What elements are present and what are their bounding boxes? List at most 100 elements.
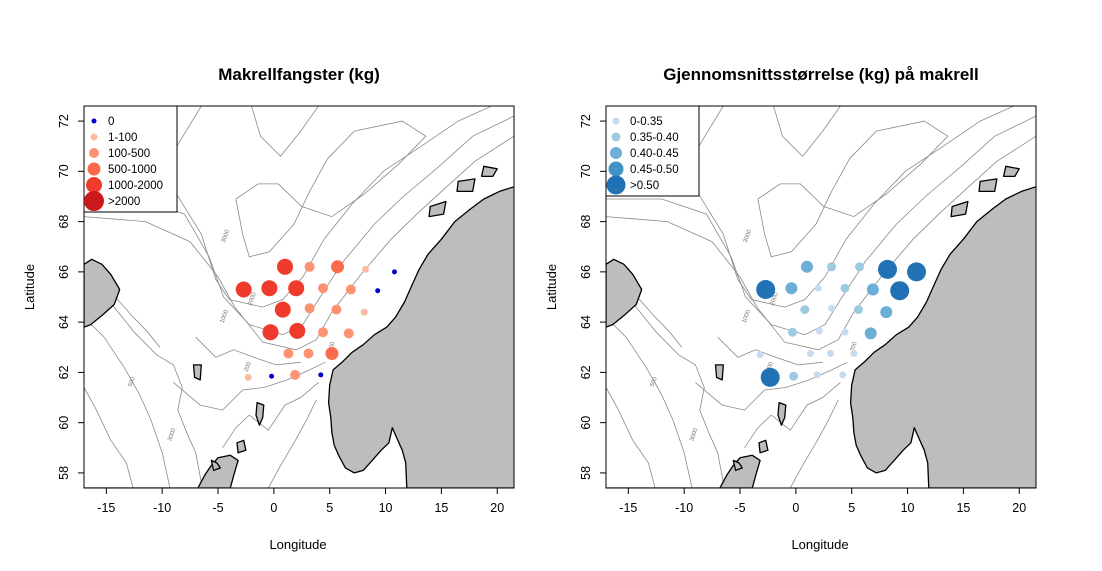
legend-label: 0.35-0.40 [630,132,679,144]
y-tick-label: 66 [579,265,593,279]
contour-label: 2000 [248,291,258,306]
legend-swatch [84,191,104,211]
data-point [283,348,294,359]
data-point [801,260,813,273]
y-tick-label: 58 [57,466,71,480]
depth-contour [606,316,693,488]
data-point [800,305,810,315]
contour-label: 3000 [689,427,699,442]
map-area: 3000 2000 1000 200 500 3000 200 [84,106,514,488]
y-tick-label: 68 [579,215,593,229]
land-island [236,439,247,454]
x-tick-label: -10 [153,501,171,515]
data-point [788,327,797,337]
y-axis-label: Latitude [544,264,559,310]
data-point [864,327,877,340]
panel-catch: Makrellfangster (kg)30002000100020050030… [22,65,515,552]
data-point [785,282,798,295]
land-island [480,165,498,178]
land-scotland [84,454,239,488]
data-point [331,260,344,274]
contour-label: 3000 [221,228,231,243]
legend-swatch [611,132,621,142]
legend: 0 1-100 100-500 500-1000 1000-2000 >2000 [83,105,178,213]
legend-swatch [86,177,102,193]
y-tick-label: 60 [579,416,593,430]
x-axis-label: Longitude [791,537,848,552]
plot-frame [83,105,515,489]
contour-label: 2000 [770,291,780,306]
data-point [828,304,836,312]
legend-swatch [608,161,624,177]
depth-contour [84,291,203,488]
x-tick-label: 10 [379,501,393,515]
contour-label: 200 [328,341,337,353]
contour-label: 500 [128,376,137,388]
y-tick-label: 70 [579,164,593,178]
depth-contour [717,336,823,366]
data-point [304,303,315,314]
panel-title: Gjennomsnittsstørrelse (kg) på makrell [663,65,979,84]
land-island [1002,165,1020,178]
legend-swatch [612,117,620,125]
land-norway [327,186,514,488]
data-point [827,350,834,357]
legend-label: 500-1000 [108,164,157,176]
depth-contour [773,106,841,157]
data-point [318,372,324,378]
contour-label: 200 [766,361,775,373]
land-iceland [84,258,121,328]
contour-label: 200 [850,341,859,353]
data-point [375,288,381,294]
data-point [815,327,823,335]
data-point [360,308,368,316]
y-tick-label: 72 [57,114,71,128]
x-tick-label: 15 [434,501,448,515]
legend-label: 0.40-0.45 [630,148,679,160]
contour-label: 3000 [743,228,753,243]
legend: 0-0.35 0.35-0.40 0.40-0.45 0.45-0.50 >0.50 [605,105,700,197]
y-tick-label: 64 [579,315,593,329]
data-point [343,328,354,339]
data-point [839,371,847,379]
y-tick-label: 62 [57,365,71,379]
data-point [756,351,764,359]
data-point [827,262,837,272]
depth-contour [84,387,134,488]
contour-label: 200 [244,361,253,373]
land-scotland [606,454,761,488]
legend-label: 1000-2000 [108,180,163,192]
depth-contour [757,120,949,258]
land-norway [849,186,1036,488]
x-tick-label: -5 [212,501,223,515]
data-point [756,280,776,299]
data-point [855,262,864,272]
depth-contour [606,135,1036,351]
depth-contour [222,382,319,449]
legend-swatch [610,147,622,159]
x-tick-label: 20 [1012,501,1026,515]
land-island [978,178,998,193]
depth-contour [606,291,725,488]
data-point [304,261,315,272]
data-point [853,305,863,315]
data-point [289,322,306,339]
x-tick-label: -10 [675,501,693,515]
data-point [890,281,910,301]
depth-contour [84,135,514,351]
x-tick-label: -15 [619,501,637,515]
legend-swatch [606,175,626,195]
depth-contour [606,387,656,488]
depth-contour [195,336,301,366]
data-point [850,350,858,357]
y-tick-label: 60 [57,416,71,430]
land-island [456,178,476,193]
legend-label: 0-0.35 [630,116,663,128]
legend-swatch [87,162,101,176]
data-point [290,369,301,380]
land-island [255,401,265,426]
land-island [732,459,743,472]
data-point [269,373,275,379]
depth-contour [789,399,839,488]
